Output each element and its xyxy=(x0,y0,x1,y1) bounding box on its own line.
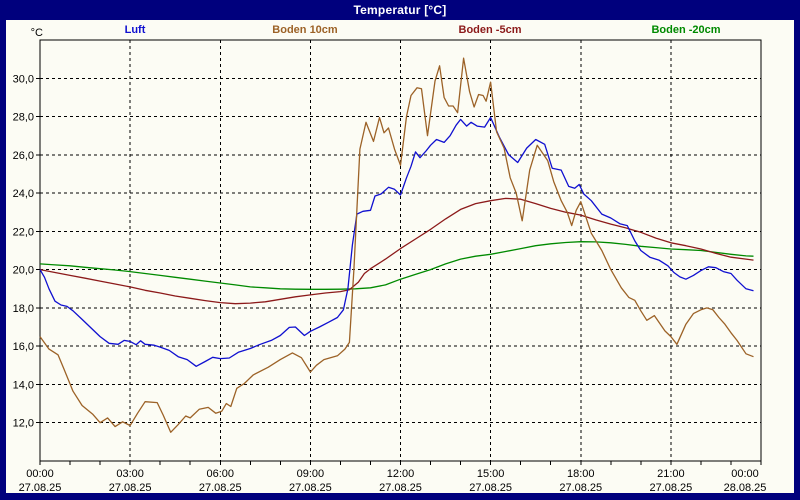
legend-item-boden-minus20cm: Boden -20cm xyxy=(651,24,721,36)
legend-item-boden-10cm: Boden 10cm xyxy=(272,24,338,36)
legend-item-boden-minus5cm: Boden -5cm xyxy=(458,24,522,36)
chart-background xyxy=(6,20,794,493)
window-titlebar: Temperatur [°C] xyxy=(0,0,800,20)
window-title: Temperatur [°C] xyxy=(353,3,447,17)
legend-item-luft: Luft xyxy=(124,24,146,36)
